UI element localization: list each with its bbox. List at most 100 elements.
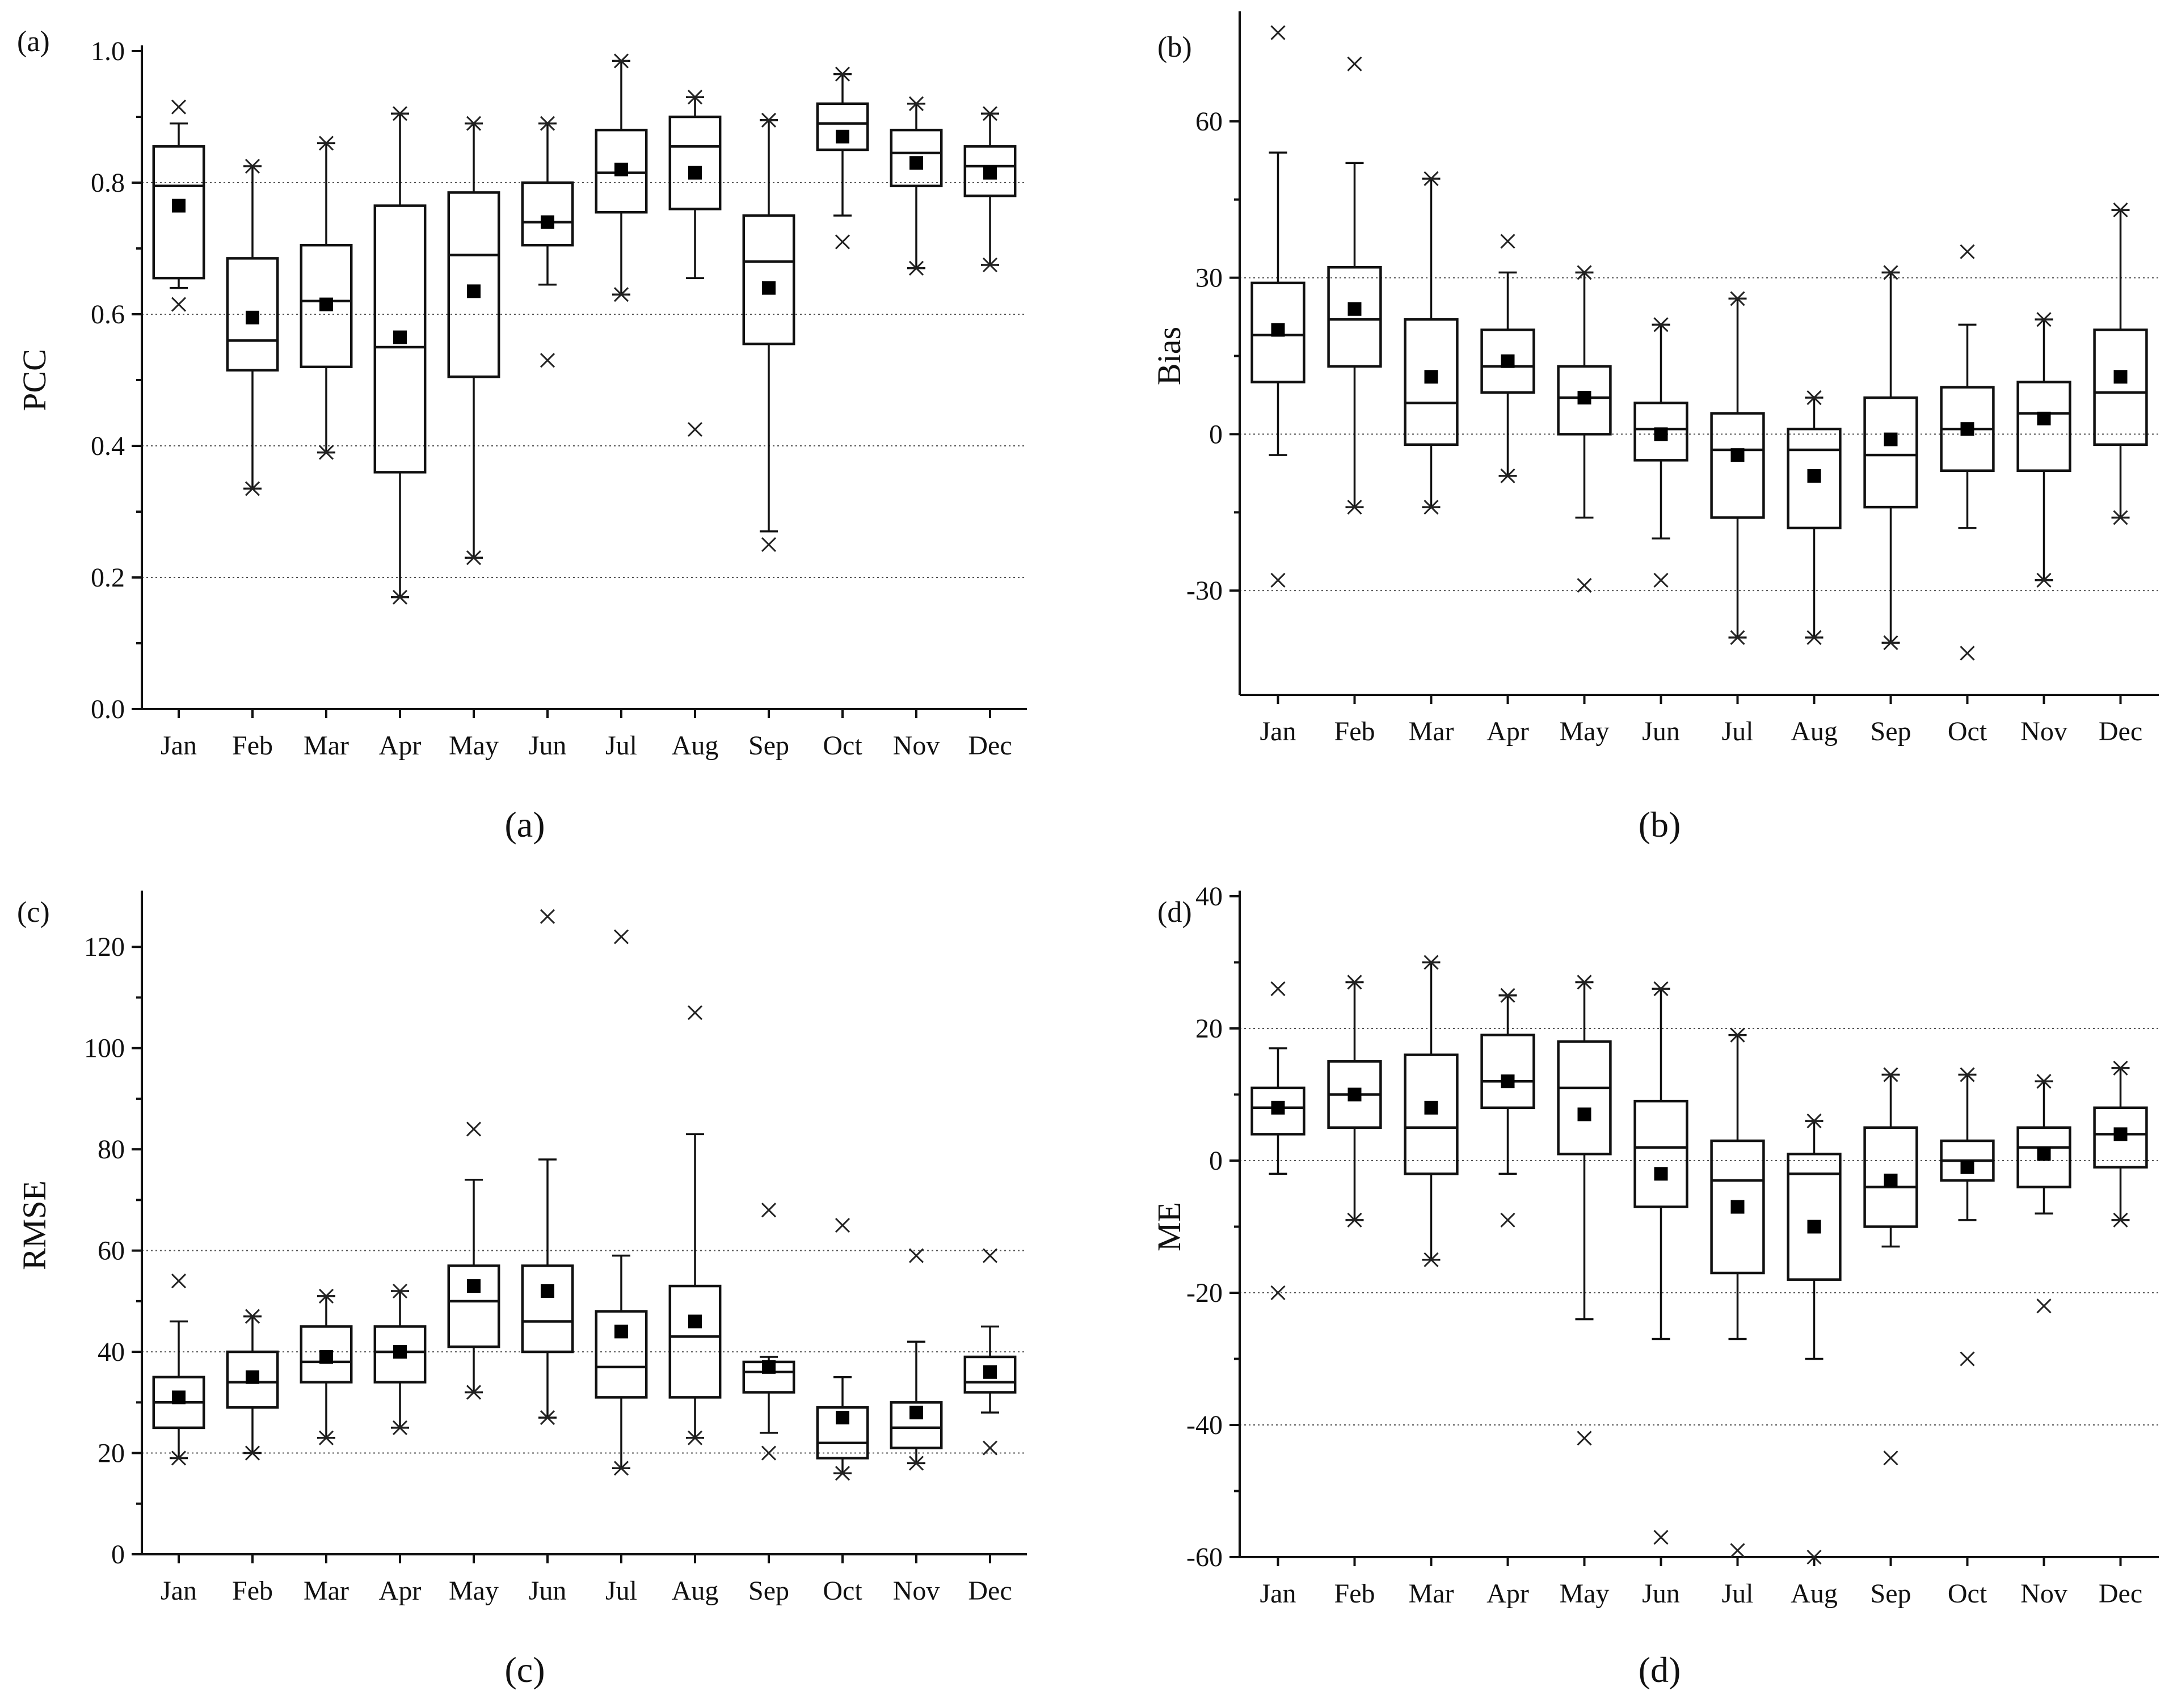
max-marker	[1424, 171, 1439, 187]
mean-marker	[688, 1314, 702, 1329]
max-marker	[1347, 56, 1362, 71]
box-aug: Aug	[668, 1005, 722, 1606]
box-may: May	[447, 1121, 500, 1606]
max-marker	[1577, 975, 1592, 990]
extreme-stroke	[1577, 577, 1592, 593]
extreme-stroke	[1347, 56, 1362, 71]
min-marker	[1424, 500, 1439, 515]
max-marker	[1806, 390, 1822, 406]
max-marker	[540, 909, 555, 924]
x-tick-label: Jan	[161, 1576, 197, 1606]
x-tick-label: Jan	[1260, 716, 1296, 747]
x-tick-label: Jun	[529, 1576, 567, 1606]
mean-marker	[393, 1345, 407, 1359]
max-marker	[466, 1121, 482, 1137]
min-marker	[1347, 500, 1362, 515]
mean-marker	[319, 297, 333, 311]
min-marker	[1500, 468, 1515, 483]
extreme-stroke	[540, 909, 555, 924]
x-tick-label: May	[1560, 716, 1610, 747]
box-jul: Jul	[595, 929, 648, 1606]
mean-marker	[1884, 432, 1898, 446]
min-marker	[1960, 646, 1975, 661]
y-axis-label: ME	[1151, 1202, 1187, 1251]
mean-marker	[2037, 411, 2051, 425]
x-tick-label: Aug	[672, 731, 719, 761]
x-tick-label: Sep	[748, 731, 789, 761]
mean-marker	[541, 1284, 554, 1298]
x-tick-label: Feb	[232, 1576, 273, 1606]
max-marker	[2113, 1060, 2128, 1076]
extreme-stroke	[1270, 572, 1286, 588]
x-tick-label: Nov	[893, 731, 940, 761]
min-marker	[540, 1410, 555, 1426]
mean-marker	[836, 1411, 849, 1425]
max-marker	[2113, 203, 2128, 218]
extreme-stroke	[687, 1005, 703, 1020]
extreme-stroke	[1960, 646, 1975, 661]
mean-marker	[762, 281, 776, 295]
y-tick-label: 60	[1195, 107, 1223, 137]
x-tick-label: Oct	[1948, 716, 1987, 747]
chart-panel-0: 0.0 0.2 0.4 0.6 0.8 1.0 PCC (a) (a) Jan Feb Mar Apr M…	[16, 26, 1027, 845]
min-marker	[2036, 572, 2052, 588]
min-marker	[613, 287, 629, 302]
x-tick-label: Nov	[2020, 716, 2067, 747]
iqr-box	[816, 102, 869, 151]
extreme-stroke	[540, 353, 555, 368]
mean-marker	[1960, 422, 1974, 436]
max-marker	[982, 1248, 998, 1263]
box-oct: Oct	[1940, 1067, 1995, 1609]
iqr-box	[521, 1264, 574, 1353]
min-marker	[982, 257, 998, 273]
min-marker	[908, 1456, 924, 1471]
y-tick-label: 60	[98, 1236, 125, 1266]
mean-marker	[2113, 370, 2128, 384]
mean-marker	[2113, 1127, 2128, 1141]
iqr-box	[2016, 381, 2071, 472]
panel-caption: (c)	[504, 1650, 545, 1690]
min-marker	[1806, 630, 1822, 645]
y-tick-label: 30	[1195, 263, 1223, 293]
box-mar: Mar	[1404, 171, 1459, 747]
box-jun: Jun	[521, 116, 574, 761]
x-tick-label: Feb	[1334, 716, 1375, 747]
box-nov: Nov	[2016, 312, 2071, 747]
x-tick-label: Dec	[968, 1576, 1012, 1606]
box-jul: Jul	[1710, 1027, 1765, 1609]
min-marker	[1577, 1431, 1592, 1446]
x-tick-label: Dec	[2099, 716, 2142, 747]
chart-panel-1: -30 0 30 60 Bias (b) (b) Jan Feb Mar Apr May Jun Jul A…	[1151, 11, 2159, 845]
x-tick-label: Oct	[823, 731, 862, 761]
max-marker	[1730, 291, 1745, 306]
min-marker	[318, 1430, 334, 1445]
iqr-box	[373, 204, 427, 474]
y-tick-label: 40	[98, 1337, 125, 1367]
mean-marker	[246, 310, 259, 324]
extreme-stroke	[1270, 25, 1286, 40]
panel-tag: (c)	[17, 896, 50, 929]
box-jan: Jan	[1250, 25, 1306, 747]
iqr-box	[1633, 1099, 1688, 1208]
min-marker	[245, 481, 260, 496]
x-tick-label: Nov	[2020, 1579, 2067, 1609]
box-mar: Mar	[300, 136, 353, 761]
min-marker	[1883, 635, 1898, 651]
extreme-stroke	[761, 1203, 777, 1218]
mean-marker	[909, 156, 923, 170]
box-nov: Nov	[2016, 1074, 2071, 1609]
box-sep: Sep	[1863, 265, 1918, 747]
x-tick-label: Apr	[1486, 716, 1529, 747]
max-marker	[1806, 1114, 1822, 1129]
max-marker	[2036, 312, 2052, 327]
iqr-box	[1250, 1086, 1306, 1136]
min-marker	[2036, 1298, 2052, 1314]
mean-marker	[467, 284, 481, 298]
x-tick-label: Sep	[1871, 716, 1911, 747]
min-marker	[1347, 1212, 1362, 1228]
iqr-box	[890, 1401, 943, 1449]
mean-marker	[688, 166, 702, 180]
min-marker	[466, 1385, 482, 1400]
mean-marker	[2037, 1147, 2051, 1161]
extreme-stroke	[908, 1248, 924, 1263]
